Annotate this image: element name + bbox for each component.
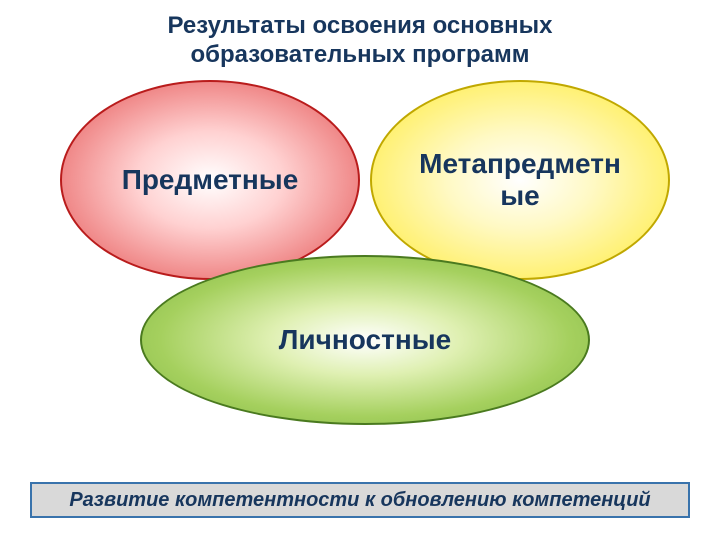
ellipse-subject-label: Предметные <box>82 164 339 196</box>
ellipse-subject: Предметные <box>60 80 360 280</box>
ellipse-metasubject: Метапредметные <box>370 80 670 280</box>
title-line2: образовательных программ <box>0 41 720 70</box>
ellipse-personal: Личностные <box>140 255 590 425</box>
ellipse-metasubject-label: Метапредметные <box>372 148 668 212</box>
footer-bar: Развитие компетентности к обновлению ком… <box>30 482 690 518</box>
title-line1: Результаты освоения основных <box>0 12 720 41</box>
diagram-title: Результаты освоения основныхобразователь… <box>0 12 720 70</box>
footer-text: Развитие компетентности к обновлению ком… <box>69 489 650 512</box>
ellipse-personal-label: Личностные <box>239 324 491 356</box>
